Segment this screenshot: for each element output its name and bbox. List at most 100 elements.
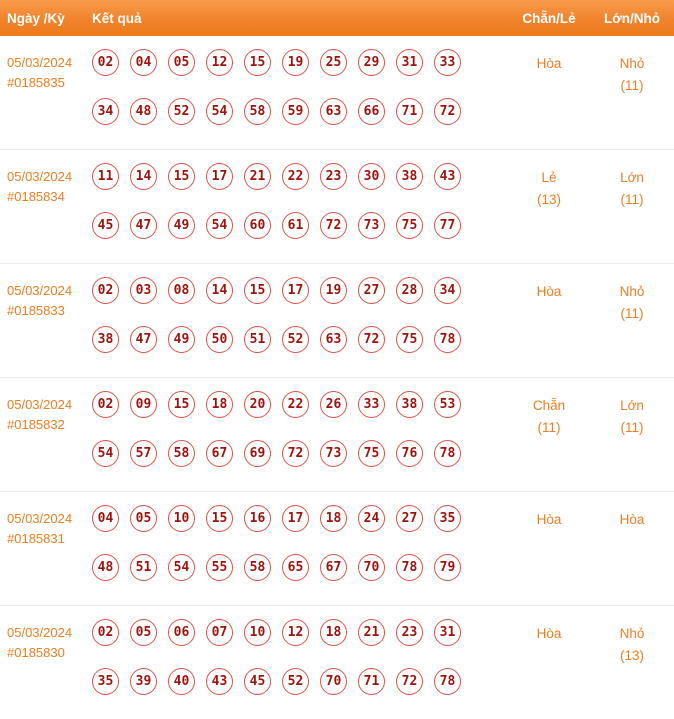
numbers-line-1: 02 04 05 12 15 19 25 29 31 33 bbox=[92, 49, 504, 76]
number-ball: 48 bbox=[92, 554, 119, 581]
number-ball: 23 bbox=[396, 619, 423, 646]
row-date: 05/03/2024 bbox=[7, 511, 73, 526]
number-ball: 47 bbox=[130, 212, 157, 239]
number-ball: 78 bbox=[434, 440, 461, 467]
even-odd-cell: Lẻ (13) bbox=[504, 163, 594, 239]
number-ball: 55 bbox=[206, 554, 233, 581]
even-odd-note: (13) bbox=[536, 191, 561, 207]
number-ball: 43 bbox=[206, 668, 233, 695]
big-small-cell: Nhỏ (11) bbox=[594, 277, 674, 353]
big-small-value: Nhỏ bbox=[619, 56, 645, 71]
big-small-cell: Nhỏ (13) bbox=[594, 619, 674, 695]
number-ball: 27 bbox=[396, 505, 423, 532]
number-ball: 77 bbox=[434, 212, 461, 239]
numbers-line-2: 34 48 52 54 58 59 63 66 71 72 bbox=[92, 98, 504, 125]
number-ball: 72 bbox=[396, 668, 423, 695]
row-date: 05/03/2024 bbox=[7, 169, 73, 184]
number-ball: 12 bbox=[206, 49, 233, 76]
number-ball: 72 bbox=[358, 326, 385, 353]
number-ball: 39 bbox=[130, 668, 157, 695]
number-ball: 75 bbox=[358, 440, 385, 467]
numbers-cell: 02 04 05 12 15 19 25 29 31 33 34 48 52 54 58 59 63 66 71 7… bbox=[92, 49, 504, 125]
big-small-cell: Lớn (11) bbox=[594, 391, 674, 467]
number-ball: 75 bbox=[396, 212, 423, 239]
number-ball: 28 bbox=[396, 277, 423, 304]
number-ball: 04 bbox=[130, 49, 157, 76]
number-ball: 02 bbox=[92, 391, 119, 418]
number-ball: 54 bbox=[206, 212, 233, 239]
number-ball: 73 bbox=[320, 440, 347, 467]
number-ball: 21 bbox=[358, 619, 385, 646]
table-header: Ngày /Kỳ Kết quả Chẵn/Lẻ Lớn/Nhỏ bbox=[0, 0, 674, 36]
even-odd-value: Lẻ bbox=[541, 170, 557, 185]
number-ball: 14 bbox=[206, 277, 233, 304]
row-date: 05/03/2024 bbox=[7, 55, 73, 70]
numbers-cell: 04 05 10 15 16 17 18 24 27 35 48 51 54 55 58 65 67 70 78 7… bbox=[92, 505, 504, 581]
big-small-value: Lớn bbox=[620, 170, 644, 185]
numbers-line-2: 54 57 58 67 69 72 73 75 76 78 bbox=[92, 440, 504, 467]
number-ball: 58 bbox=[244, 554, 271, 581]
number-ball: 49 bbox=[168, 212, 195, 239]
row-date: 05/03/2024 bbox=[7, 625, 73, 640]
number-ball: 02 bbox=[92, 277, 119, 304]
number-ball: 70 bbox=[320, 668, 347, 695]
number-ball: 50 bbox=[206, 326, 233, 353]
header-cell-even-odd: Chẵn/Lẻ bbox=[522, 10, 576, 26]
number-ball: 18 bbox=[320, 619, 347, 646]
number-ball: 45 bbox=[92, 212, 119, 239]
number-ball: 67 bbox=[206, 440, 233, 467]
number-ball: 31 bbox=[434, 619, 461, 646]
big-small-note: (11) bbox=[620, 77, 644, 93]
number-ball: 02 bbox=[92, 49, 119, 76]
number-ball: 04 bbox=[92, 505, 119, 532]
number-ball: 33 bbox=[358, 391, 385, 418]
number-ball: 70 bbox=[358, 554, 385, 581]
number-ball: 05 bbox=[168, 49, 195, 76]
even-odd-cell: Hòa bbox=[504, 49, 594, 125]
number-ball: 54 bbox=[92, 440, 119, 467]
result-row: 05/03/2024 #0185834 11 14 15 17 21 22 23 30 38 43… bbox=[0, 150, 674, 264]
numbers-line-2: 38 47 49 50 51 52 63 72 75 78 bbox=[92, 326, 504, 353]
result-row: 05/03/2024 #0185830 02 05 06 07 10 12 18 21 23 31… bbox=[0, 606, 674, 719]
row-date: 05/03/2024 bbox=[7, 397, 73, 412]
number-ball: 65 bbox=[282, 554, 309, 581]
header-cell-date: Ngày /Kỳ bbox=[7, 10, 65, 26]
number-ball: 69 bbox=[244, 440, 271, 467]
number-ball: 19 bbox=[320, 277, 347, 304]
even-odd-cell: Chẵn (11) bbox=[504, 391, 594, 467]
number-ball: 34 bbox=[434, 277, 461, 304]
number-ball: 24 bbox=[358, 505, 385, 532]
number-ball: 58 bbox=[168, 440, 195, 467]
number-ball: 19 bbox=[282, 49, 309, 76]
row-draw-id: #0185832 bbox=[7, 417, 65, 433]
number-ball: 12 bbox=[282, 619, 309, 646]
number-ball: 54 bbox=[168, 554, 195, 581]
number-ball: 57 bbox=[130, 440, 157, 467]
number-ball: 52 bbox=[282, 326, 309, 353]
number-ball: 15 bbox=[168, 391, 195, 418]
number-ball: 58 bbox=[244, 98, 271, 125]
number-ball: 22 bbox=[282, 163, 309, 190]
number-ball: 17 bbox=[282, 277, 309, 304]
numbers-line-1: 02 09 15 18 20 22 26 33 38 53 bbox=[92, 391, 504, 418]
row-draw-id: #0185835 bbox=[7, 75, 65, 91]
number-ball: 18 bbox=[320, 505, 347, 532]
row-draw-id: #0185834 bbox=[7, 189, 65, 205]
numbers-cell: 02 03 08 14 15 17 19 27 28 34 38 47 49 50 51 52 63 72 75 7… bbox=[92, 277, 504, 353]
result-row: 05/03/2024 #0185833 02 03 08 14 15 17 19 27 28 34… bbox=[0, 264, 674, 378]
number-ball: 38 bbox=[396, 391, 423, 418]
even-odd-value: Hòa bbox=[536, 512, 562, 527]
number-ball: 15 bbox=[244, 49, 271, 76]
number-ball: 38 bbox=[92, 326, 119, 353]
numbers-cell: 02 05 06 07 10 12 18 21 23 31 35 39 40 43 45 52 70 71 72 7… bbox=[92, 619, 504, 695]
number-ball: 10 bbox=[168, 505, 195, 532]
number-ball: 43 bbox=[434, 163, 461, 190]
numbers-line-1: 02 03 08 14 15 17 19 27 28 34 bbox=[92, 277, 504, 304]
number-ball: 72 bbox=[282, 440, 309, 467]
big-small-value: Nhỏ bbox=[619, 626, 645, 641]
numbers-line-2: 45 47 49 54 60 61 72 73 75 77 bbox=[92, 212, 504, 239]
number-ball: 79 bbox=[434, 554, 461, 581]
number-ball: 47 bbox=[130, 326, 157, 353]
number-ball: 73 bbox=[358, 212, 385, 239]
